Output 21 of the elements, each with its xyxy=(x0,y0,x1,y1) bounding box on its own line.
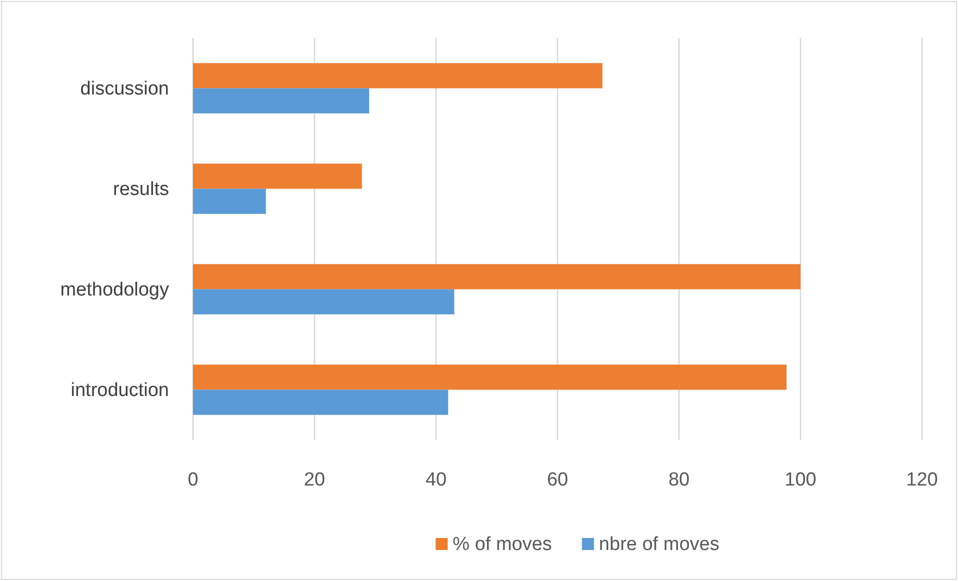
legend-label: nbre of moves xyxy=(598,534,720,555)
bar xyxy=(193,289,454,314)
bar xyxy=(193,264,800,290)
x-tick-label: 60 xyxy=(546,469,568,490)
bar xyxy=(193,188,266,214)
y-tick-label: results xyxy=(113,178,169,200)
bar xyxy=(193,164,362,189)
x-tick-label: 80 xyxy=(668,469,690,490)
x-tick-label: 0 xyxy=(188,469,198,490)
bar xyxy=(193,390,448,415)
bar xyxy=(193,63,602,88)
y-tick-label: methodology xyxy=(60,279,170,300)
x-tick-label: 100 xyxy=(784,469,816,490)
bar xyxy=(193,364,787,390)
x-tick-label: 40 xyxy=(425,469,447,490)
x-tick-label: 20 xyxy=(304,469,326,490)
legend-label: % of moves xyxy=(452,534,552,555)
y-tick-label: discussion xyxy=(80,78,169,100)
x-tick-label: 120 xyxy=(906,469,938,490)
bar xyxy=(193,88,370,114)
y-tick-label: introduction xyxy=(70,380,169,401)
